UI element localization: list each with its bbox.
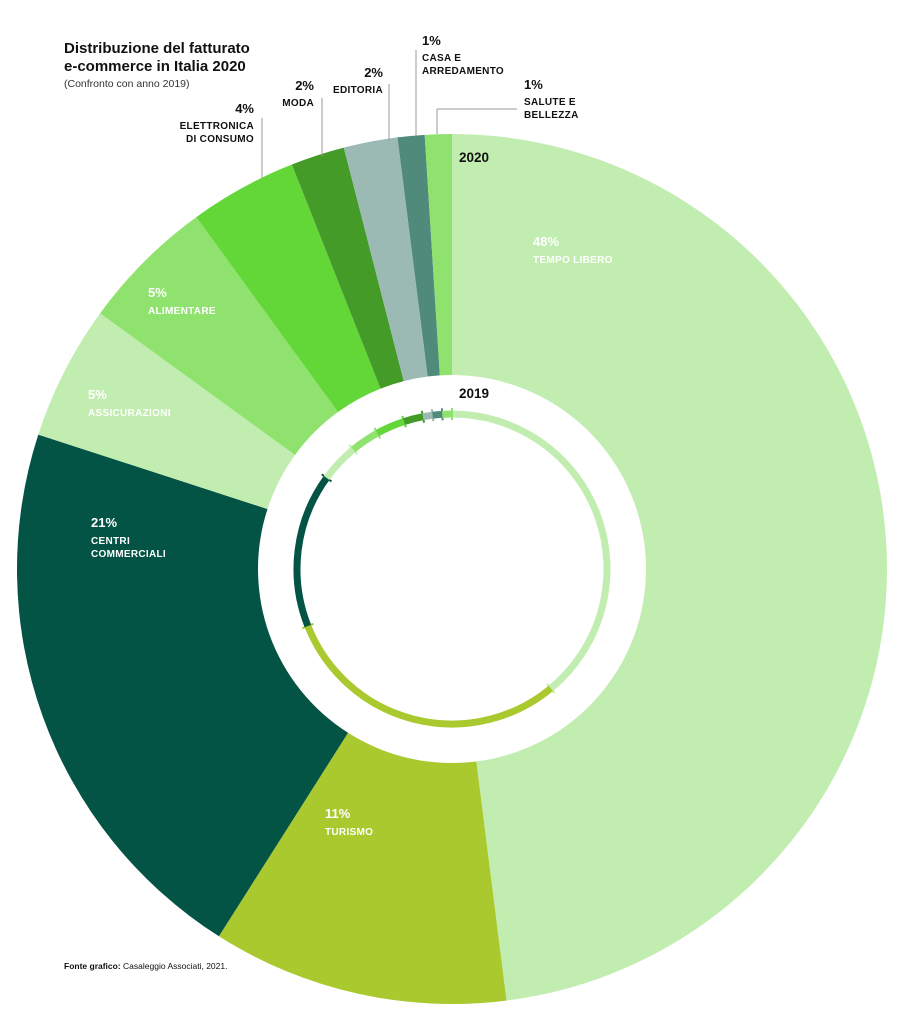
cat-label-centri-commerciali-0: CENTRI [91,536,130,547]
arc-2019-assicurazioni [323,446,356,481]
chart-source: Fonte grafico: Casaleggio Associati, 202… [64,961,227,971]
source-label: Fonte grafico: [64,961,121,971]
arc-2019-tempo-libero [451,410,611,692]
pct-label-centri-commerciali: 21% [91,515,117,530]
cat-label-casa-e-arredamento-0: CASA E [422,53,461,64]
chart-title-line-1: Distribuzione del fatturato [64,40,250,57]
arc-2019-centri-commerciali [293,475,330,628]
slice-2020-turismo [218,732,507,1004]
chart-title: Distribuzione del fatturato e-commerce i… [64,40,324,76]
arc-2019-alimentare [350,430,380,453]
cat-label-salute-e-bellezza-0: SALUTE E [524,97,576,108]
pct-label-moda: 2% [295,78,314,93]
slice-2020-centri-commerciali [17,434,349,937]
pct-label-casa-e-arredamento: 1% [422,33,441,48]
inner-ring-2019 [293,408,611,728]
slice-2020-elettronica-di-consumo [196,164,381,413]
slice-2020-editoria [343,137,428,382]
cat-label-salute-e-bellezza-1: BELLEZZA [524,110,579,121]
cat-label-assicurazioni-0: ASSICURAZIONI [88,408,171,419]
cat-label-tempo-libero-0: TEMPO LIBERO [533,255,613,266]
cat-label-elettronica-di-consumo-1: DI CONSUMO [186,134,254,145]
cat-label-alimentare-0: ALIMENTARE [148,306,216,317]
cat-label-moda-0: MODA [282,98,314,109]
arc-2019-moda [403,413,424,425]
cat-label-centri-commerciali-1: COMMERCIALI [91,549,166,560]
pct-label-editoria: 2% [364,65,383,80]
outer-ring-2020 [17,134,888,1004]
arc-2019-casa-e-arredamento [432,410,443,419]
ring-label-2019: 2019 [459,386,489,401]
pct-label-assicurazioni: 5% [88,387,107,402]
arc-2019-elettronica-di-consumo [375,418,406,437]
chart-title-line-2: e-commerce in Italia 2020 [64,58,246,75]
cat-label-casa-e-arredamento-1: ARREDAMENTO [422,66,504,77]
slice-2020-tempo-libero [452,134,888,1001]
source-text: Casaleggio Associati, 2021. [123,961,228,971]
cat-label-turismo-0: TURISMO [325,827,373,838]
slice-2020-casa-e-arredamento [397,134,440,377]
chart-subtitle: (Confronto con anno 2019) [64,78,190,90]
cat-label-editoria-0: EDITORIA [333,85,383,96]
slice-labels: 48% TEMPO LIBERO 11% TURISMO 21% CENTRI COMMER… [88,33,613,838]
pct-label-elettronica-di-consumo: 4% [235,101,254,116]
tick-2019-moda [420,410,426,423]
ring-label-2020: 2020 [459,150,489,165]
pct-label-alimentare: 5% [148,285,167,300]
pct-label-turismo: 11% [325,806,351,821]
slice-2020-assicurazioni [38,313,296,510]
pct-label-tempo-libero: 48% [533,234,559,249]
pct-label-salute-e-bellezza: 1% [524,77,543,92]
slice-2020-alimentare [100,217,338,455]
slice-2020-moda [291,147,404,389]
arc-2019-turismo [304,624,554,728]
slice-2020-salute-e-bellezza [424,134,452,376]
cat-label-elettronica-di-consumo-0: ELETTRONICA [180,121,254,132]
arc-2019-editoria [422,411,434,421]
